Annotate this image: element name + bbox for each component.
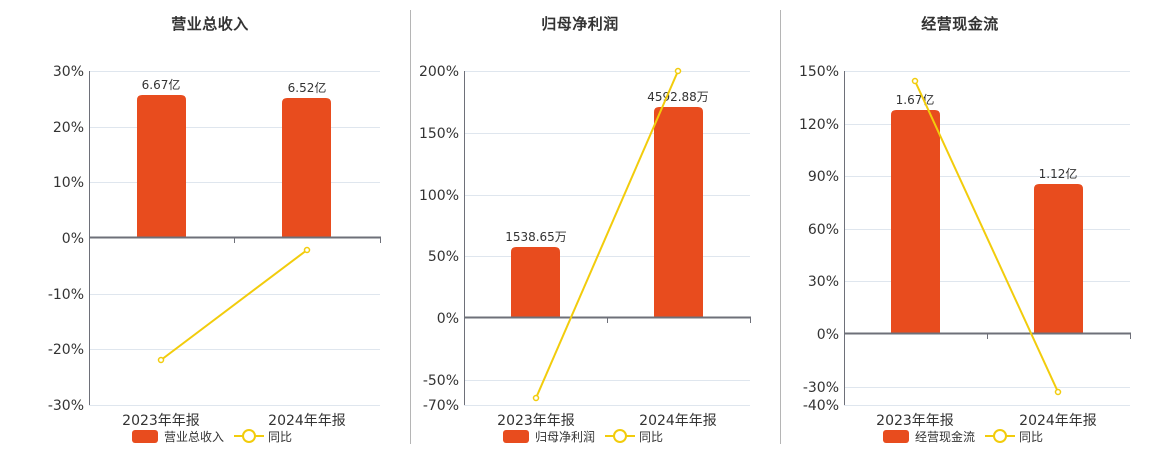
divider bbox=[410, 10, 411, 444]
x-axis-label: 2024年年报 bbox=[639, 413, 717, 429]
y-tick: -40% bbox=[803, 398, 839, 414]
bar-value-label: 6.52亿 bbox=[288, 80, 327, 95]
chart-revenue: 营业总收入 30% 20% 10% 0% -10% -20% -30% bbox=[0, 0, 400, 450]
bar-2024[interactable] bbox=[654, 107, 703, 318]
x-axis-label: 2024年年报 bbox=[268, 413, 346, 429]
x-axis-label: 2023年年报 bbox=[876, 413, 954, 429]
bar-value-label: 6.67亿 bbox=[142, 77, 181, 92]
divider bbox=[780, 10, 781, 444]
y-tick: 50% bbox=[428, 249, 459, 265]
legend: 归母净利润 同比 bbox=[503, 428, 663, 444]
y-tick: -10% bbox=[48, 287, 84, 303]
y-tick: 10% bbox=[53, 175, 84, 191]
legend: 经营现金流 同比 bbox=[883, 428, 1043, 444]
bar-value-label: 1538.65万 bbox=[505, 230, 567, 244]
legend-bar-label[interactable]: 归母净利润 bbox=[535, 429, 596, 444]
yoy-line bbox=[160, 249, 308, 361]
chart-title: 经营现金流 bbox=[921, 15, 999, 33]
y-tick: 0% bbox=[62, 231, 84, 247]
y-tick: -70% bbox=[423, 398, 459, 414]
legend-line-label[interactable]: 同比 bbox=[1019, 429, 1044, 444]
y-tick: -50% bbox=[423, 373, 459, 389]
yoy-line bbox=[535, 70, 679, 399]
bar-value-label: 1.67亿 bbox=[896, 92, 935, 107]
y-tick: 150% bbox=[799, 64, 839, 80]
yoy-line bbox=[914, 80, 1059, 393]
y-tick: 200% bbox=[419, 64, 459, 80]
yoy-point[interactable] bbox=[532, 394, 540, 402]
yoy-point[interactable] bbox=[303, 246, 311, 254]
chart-net-profit: 归母净利润 200% 150% 100% 50% 0% -50% -70% 15… bbox=[419, 15, 751, 444]
chart-title: 归母净利润 bbox=[541, 15, 619, 33]
x-axis-label: 2023年年报 bbox=[122, 413, 200, 429]
bar-value-label: 4592.88万 bbox=[647, 90, 709, 104]
y-tick: -20% bbox=[48, 342, 84, 358]
chart-revenue-plot: 30% 20% 10% 0% -10% -20% -30% 6.67亿 6.52… bbox=[48, 64, 381, 429]
x-axis-label: 2024年年报 bbox=[1019, 413, 1097, 429]
y-tick: 20% bbox=[53, 120, 84, 136]
legend-line-label[interactable]: 同比 bbox=[268, 429, 293, 444]
y-tick: 100% bbox=[419, 188, 459, 204]
legend-bar-swatch[interactable] bbox=[132, 429, 158, 443]
chart-title: 营业总收入 bbox=[171, 15, 249, 33]
bar-2024[interactable] bbox=[1034, 184, 1083, 334]
x-axis-label: 2023年年报 bbox=[497, 413, 575, 429]
bar-2023[interactable] bbox=[137, 95, 186, 238]
yoy-point[interactable] bbox=[911, 77, 919, 85]
y-tick: 0% bbox=[817, 327, 839, 343]
legend-line-icon[interactable] bbox=[234, 429, 265, 443]
bar-2023[interactable] bbox=[511, 247, 560, 318]
y-tick: 150% bbox=[419, 126, 459, 142]
legend-line-icon[interactable] bbox=[605, 429, 636, 443]
y-tick: 30% bbox=[53, 64, 84, 80]
bar-value-label: 1.12亿 bbox=[1039, 166, 1078, 181]
yoy-point[interactable] bbox=[1054, 388, 1062, 396]
chart-net-profit-plot: 200% 150% 100% 50% 0% -50% -70% 1538.65万… bbox=[419, 64, 751, 429]
bar-2024[interactable] bbox=[282, 98, 331, 238]
y-tick: 0% bbox=[437, 311, 459, 327]
legend: 营业总收入 同比 bbox=[132, 428, 292, 444]
y-tick: 60% bbox=[808, 222, 839, 238]
legend-line-icon[interactable] bbox=[985, 429, 1016, 443]
legend-bar-label[interactable]: 营业总收入 bbox=[164, 429, 225, 444]
bar-2023[interactable] bbox=[891, 110, 940, 334]
yoy-point[interactable] bbox=[157, 356, 165, 364]
y-tick: 30% bbox=[808, 274, 839, 290]
y-tick: -30% bbox=[48, 398, 84, 414]
y-tick: 120% bbox=[799, 117, 839, 133]
legend-bar-label[interactable]: 经营现金流 bbox=[915, 429, 976, 444]
yoy-point[interactable] bbox=[674, 67, 682, 75]
grid-lines bbox=[89, 71, 380, 406]
legend-line-label[interactable]: 同比 bbox=[639, 429, 664, 444]
legend-bar-swatch[interactable] bbox=[883, 429, 909, 443]
y-tick: -30% bbox=[803, 380, 839, 396]
y-axis-labels: 30% 20% 10% 0% -10% -20% -30% bbox=[48, 64, 84, 414]
y-tick: 90% bbox=[808, 169, 839, 185]
legend-bar-swatch[interactable] bbox=[503, 429, 529, 443]
